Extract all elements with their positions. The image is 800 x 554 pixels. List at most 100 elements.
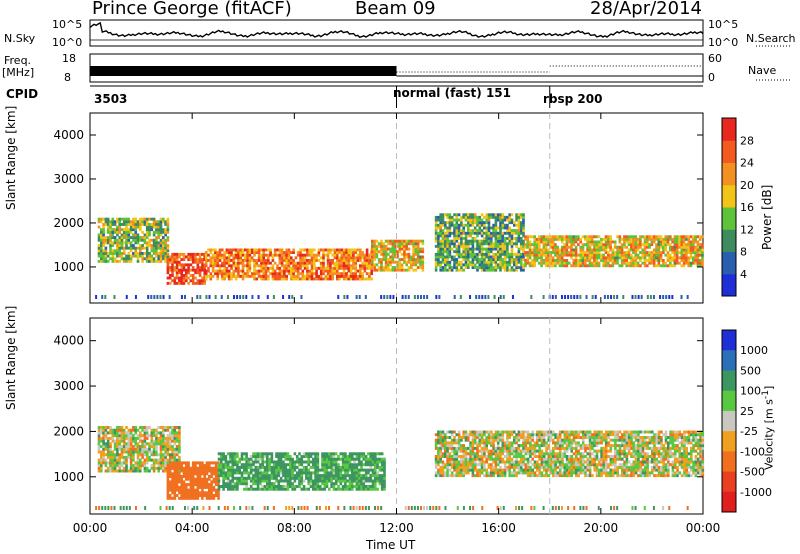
power-cell	[127, 228, 131, 232]
velocity-cell	[346, 474, 349, 478]
power-cell	[159, 246, 163, 250]
power-cell	[285, 274, 288, 278]
power-cell	[581, 261, 585, 265]
velocity-cell	[178, 447, 181, 451]
power-cell	[407, 255, 411, 259]
velocity-cell	[168, 475, 172, 478]
power-cell	[157, 244, 160, 247]
power-cell	[319, 264, 323, 268]
velocity-cell	[462, 433, 465, 437]
power-cell	[590, 248, 594, 252]
power-cell	[462, 244, 465, 248]
power-cell	[354, 274, 357, 278]
velocity-cell	[339, 457, 343, 461]
power-cell	[257, 248, 261, 252]
velocity-cell	[208, 485, 211, 489]
power-cell	[478, 252, 482, 256]
velocity-cell	[353, 474, 356, 478]
power-cell	[494, 237, 498, 240]
power-cell	[201, 266, 204, 269]
power-cell	[375, 250, 379, 254]
power-cell	[148, 244, 151, 247]
velocity-cell	[325, 457, 329, 461]
power-cell	[100, 244, 103, 247]
velocity-cell	[157, 466, 160, 470]
power-cell	[565, 240, 569, 244]
velocity-cell	[341, 452, 345, 456]
velocity-cell	[129, 464, 133, 468]
power-cell	[586, 256, 589, 260]
velocity-cell	[263, 452, 267, 456]
power-cell	[446, 234, 449, 238]
velocity-cell	[364, 479, 368, 483]
power-cell	[166, 271, 170, 275]
power-cell	[102, 244, 105, 247]
power-cell	[296, 272, 300, 276]
velocity-cell	[97, 450, 101, 454]
power-cell	[255, 251, 259, 254]
velocity-cell	[293, 460, 297, 464]
power-cell	[531, 248, 534, 252]
velocity-cell	[134, 439, 137, 443]
power-cell	[365, 251, 369, 254]
velocity-cell	[457, 444, 461, 448]
velocity-cell	[143, 469, 147, 473]
power-cell	[363, 269, 367, 273]
velocity-cell	[330, 452, 333, 456]
power-cell	[230, 266, 233, 270]
velocity-cell	[272, 482, 276, 486]
velocity-cell	[245, 485, 248, 488]
cpid-label: CPID	[6, 87, 39, 101]
velocity-cell	[316, 487, 320, 491]
velocity-cell	[143, 466, 147, 470]
power-cell	[166, 276, 170, 280]
velocity-cell	[129, 469, 133, 473]
velocity-cell	[284, 468, 287, 472]
power-cell	[396, 263, 399, 267]
power-cell	[336, 269, 339, 273]
velocity-cell	[483, 465, 486, 469]
velocity-cell	[238, 482, 241, 486]
power-cell	[478, 244, 482, 248]
power-cell	[437, 255, 440, 259]
velocity-cell	[369, 460, 372, 464]
power-cell	[662, 237, 665, 241]
power-cell	[659, 256, 663, 260]
power-cell	[685, 237, 688, 241]
power-cell	[287, 266, 291, 270]
power-cell	[109, 230, 112, 234]
velocity-cell	[113, 445, 117, 448]
velocity-cell	[453, 457, 456, 461]
velocity-cell	[178, 472, 181, 476]
power-cell	[483, 268, 486, 272]
velocity-cell	[362, 468, 366, 472]
velocity-cell	[217, 471, 221, 475]
velocity-cell	[164, 447, 167, 451]
power-cell	[120, 228, 124, 232]
velocity-cell	[494, 436, 498, 439]
power-cell	[340, 251, 344, 254]
velocity-cell	[487, 457, 491, 461]
velocity-cell	[277, 468, 281, 472]
power-cell	[287, 259, 291, 262]
power-cell	[201, 258, 204, 261]
power-cell	[164, 230, 167, 234]
power-cell	[207, 253, 210, 257]
velocity-cell	[490, 441, 493, 445]
power-cell	[257, 256, 261, 260]
velocity-cell	[173, 477, 177, 481]
power-cell	[609, 245, 612, 249]
velocity-cell	[444, 449, 447, 453]
power-cell	[457, 263, 461, 267]
velocity-cell	[268, 479, 271, 483]
power-cell	[503, 266, 507, 269]
power-cell	[232, 269, 236, 273]
velocity-cell	[201, 480, 204, 484]
velocity-cell	[490, 433, 493, 437]
power-cell	[508, 221, 511, 225]
velocity-cell	[471, 438, 475, 442]
velocity-cell	[136, 453, 140, 457]
power-cell	[391, 258, 395, 261]
velocity-cell	[259, 471, 262, 475]
power-cell	[437, 247, 440, 251]
